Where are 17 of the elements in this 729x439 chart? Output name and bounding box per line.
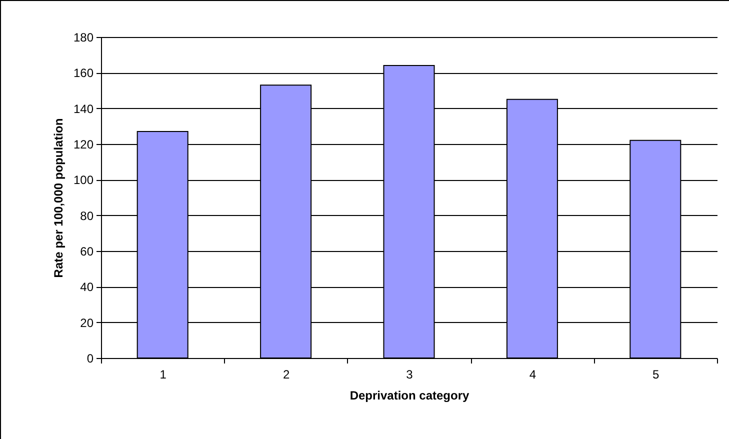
y-axis-title: Rate per 100,000 population xyxy=(51,118,66,278)
y-tick-label: 20 xyxy=(80,316,94,330)
y-tick-label: 60 xyxy=(80,244,94,258)
y-tick-label: 40 xyxy=(80,280,94,294)
x-tick-label: 3 xyxy=(406,368,414,382)
x-tick-label: 5 xyxy=(652,368,660,382)
y-tick-label: 0 xyxy=(86,352,94,366)
x-axis-title: Deprivation category xyxy=(350,388,470,402)
y-tick-label: 180 xyxy=(73,30,94,44)
x-tick-label: 4 xyxy=(529,368,536,382)
y-tick-label: 80 xyxy=(80,208,94,223)
x-tick-label: 2 xyxy=(282,368,290,382)
y-tick-label: 160 xyxy=(73,66,94,80)
y-tick-label: 120 xyxy=(73,138,94,152)
x-tick-label: 1 xyxy=(160,368,167,382)
y-tick-label: 140 xyxy=(73,102,94,116)
y-tick-label: 100 xyxy=(73,173,94,188)
